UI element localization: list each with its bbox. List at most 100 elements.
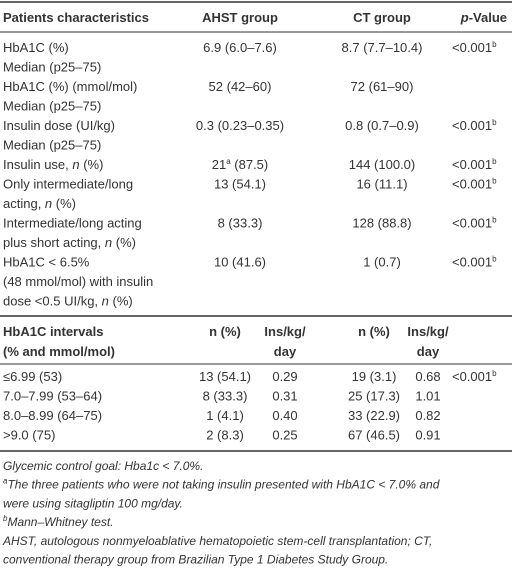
text-run: plus short acting,: [3, 235, 105, 250]
row-label: HbA1C (%): [3, 40, 69, 55]
column-header: n (%): [209, 324, 241, 339]
text-run: 0.3 (0.23–0.35): [196, 118, 284, 133]
footnote: conventional therapy group from Brazilia…: [3, 553, 388, 567]
row-label: Insulin dose (UI/kg): [3, 118, 115, 133]
cell: <0.001b: [452, 177, 497, 192]
row-label: 8.0–8.99 (64–75): [3, 408, 102, 423]
row-label: plus short acting, n (%): [3, 235, 136, 250]
cell: 8.7 (7.7–10.4): [342, 40, 423, 55]
cell: 16 (11.1): [356, 177, 407, 192]
column-header: p-Value: [460, 10, 507, 25]
text-run: (%): [80, 157, 104, 172]
column-header: day: [274, 344, 297, 359]
row-label: Median (p25–75): [3, 60, 101, 75]
row-label: ≤6.99 (53): [3, 369, 62, 384]
text-run: b: [492, 177, 497, 186]
text-run: <0.001: [452, 177, 492, 192]
cell: 0.82: [415, 408, 440, 423]
column-header: Ins/kg/: [264, 324, 306, 339]
text-run: b: [492, 40, 497, 49]
cell: 2 (8.3): [206, 428, 244, 443]
text-run: (%): [112, 235, 136, 250]
cell: 0.31: [272, 389, 297, 404]
text-run: 6.9 (6.0–7.6): [203, 40, 277, 55]
row-label: HbA1C (%) (mmol/mol): [3, 79, 137, 94]
cell: 1.01: [415, 389, 440, 404]
text-run: Glycemic control goal: Hba1c < 7.0%.: [3, 459, 203, 473]
text-run: <0.001: [452, 157, 492, 172]
text-run: acting,: [3, 196, 45, 211]
cell: <0.001b: [452, 255, 497, 270]
cell: <0.001b: [452, 157, 497, 172]
row-label: Median (p25–75): [3, 99, 101, 114]
text-run: n: [72, 157, 79, 172]
column-header: CT group: [353, 10, 411, 25]
text-run: n: [45, 196, 52, 211]
column-header: Ins/kg/: [407, 324, 449, 339]
text-run: <0.001: [452, 216, 492, 231]
column-header: day: [417, 344, 440, 359]
footnote: Glycemic control goal: Hba1c < 7.0%.: [3, 459, 203, 473]
column-header: AHST group: [202, 10, 278, 25]
footnote: AHST, autologous nonmyeloablative hemato…: [2, 534, 432, 548]
text-run: b: [492, 157, 497, 166]
column-header: (% and mmol/mol): [3, 344, 115, 359]
row-label: Only intermediate/long: [3, 177, 133, 192]
column-header: Patients characteristics: [3, 10, 149, 25]
text-run: dose <0.5 UI/kg,: [3, 294, 102, 309]
row-label: Insulin use, n (%): [3, 157, 103, 172]
cell: 52 (42–60): [209, 79, 272, 94]
text-run: The three patients who were not taking i…: [7, 478, 439, 492]
cell: 33 (22.9): [348, 408, 400, 423]
text-run: Insulin use,: [3, 157, 72, 172]
text-run: AHST, autologous nonmyeloablative hemato…: [2, 534, 432, 548]
text-run: (%): [52, 196, 76, 211]
text-run: b: [492, 369, 497, 378]
cell: 19 (3.1): [352, 369, 397, 384]
text-run: b: [492, 255, 497, 264]
row-label: >9.0 (75): [3, 428, 55, 443]
cell: 72 (61–90): [351, 79, 414, 94]
footnote: were using sitagliptin 100 mg/day.: [3, 496, 183, 510]
cell: 0.8 (0.7–0.9): [345, 118, 419, 133]
row-label: HbA1C < 6.5%: [3, 255, 90, 270]
column-header: n (%): [358, 324, 390, 339]
cell: 25 (17.3): [348, 389, 400, 404]
row-label: acting, n (%): [3, 196, 76, 211]
text-run: 21: [212, 157, 226, 172]
text-run: (%): [109, 294, 133, 309]
cell: 67 (46.5): [348, 428, 400, 443]
cell: <0.001b: [452, 40, 497, 55]
cell: 13 (54.1): [214, 177, 266, 192]
footnote: bMann–Whitney test.: [3, 514, 114, 529]
text-run: p: [460, 10, 469, 25]
cell: 8 (33.3): [218, 216, 263, 231]
cell: 0.91: [415, 428, 440, 443]
cell: <0.001b: [452, 118, 497, 133]
text-run: b: [492, 118, 497, 127]
text-run: 52 (42–60): [209, 79, 272, 94]
text-run: 8 (33.3): [218, 216, 263, 231]
text-run: <0.001: [452, 40, 492, 55]
cell: 0.3 (0.23–0.35): [196, 118, 284, 133]
text-run: (87.5): [231, 157, 269, 172]
row-label: 7.0–7.99 (53–64): [3, 389, 102, 404]
text-run: 13 (54.1): [214, 177, 266, 192]
cell: <0.001b: [452, 369, 497, 384]
row-label: dose <0.5 UI/kg, n (%): [3, 294, 133, 309]
cell: <0.001b: [452, 216, 497, 231]
cell: 0.40: [272, 408, 297, 423]
cell: 8 (33.3): [203, 389, 248, 404]
cell: 128 (88.8): [352, 216, 411, 231]
cell: 0.29: [272, 369, 297, 384]
cell: 0.68: [415, 369, 440, 384]
cell: 10 (41.6): [214, 255, 266, 270]
text-run: Mann–Whitney test.: [7, 515, 113, 529]
cell: 21a (87.5): [212, 157, 269, 172]
cell: 144 (100.0): [349, 157, 416, 172]
row-label: (48 mmol/mol) with insulin: [3, 274, 153, 289]
text-run: n: [102, 294, 109, 309]
text-run: <0.001: [452, 255, 492, 270]
text-run: 10 (41.6): [214, 255, 266, 270]
cell: 13 (54.1): [199, 369, 251, 384]
